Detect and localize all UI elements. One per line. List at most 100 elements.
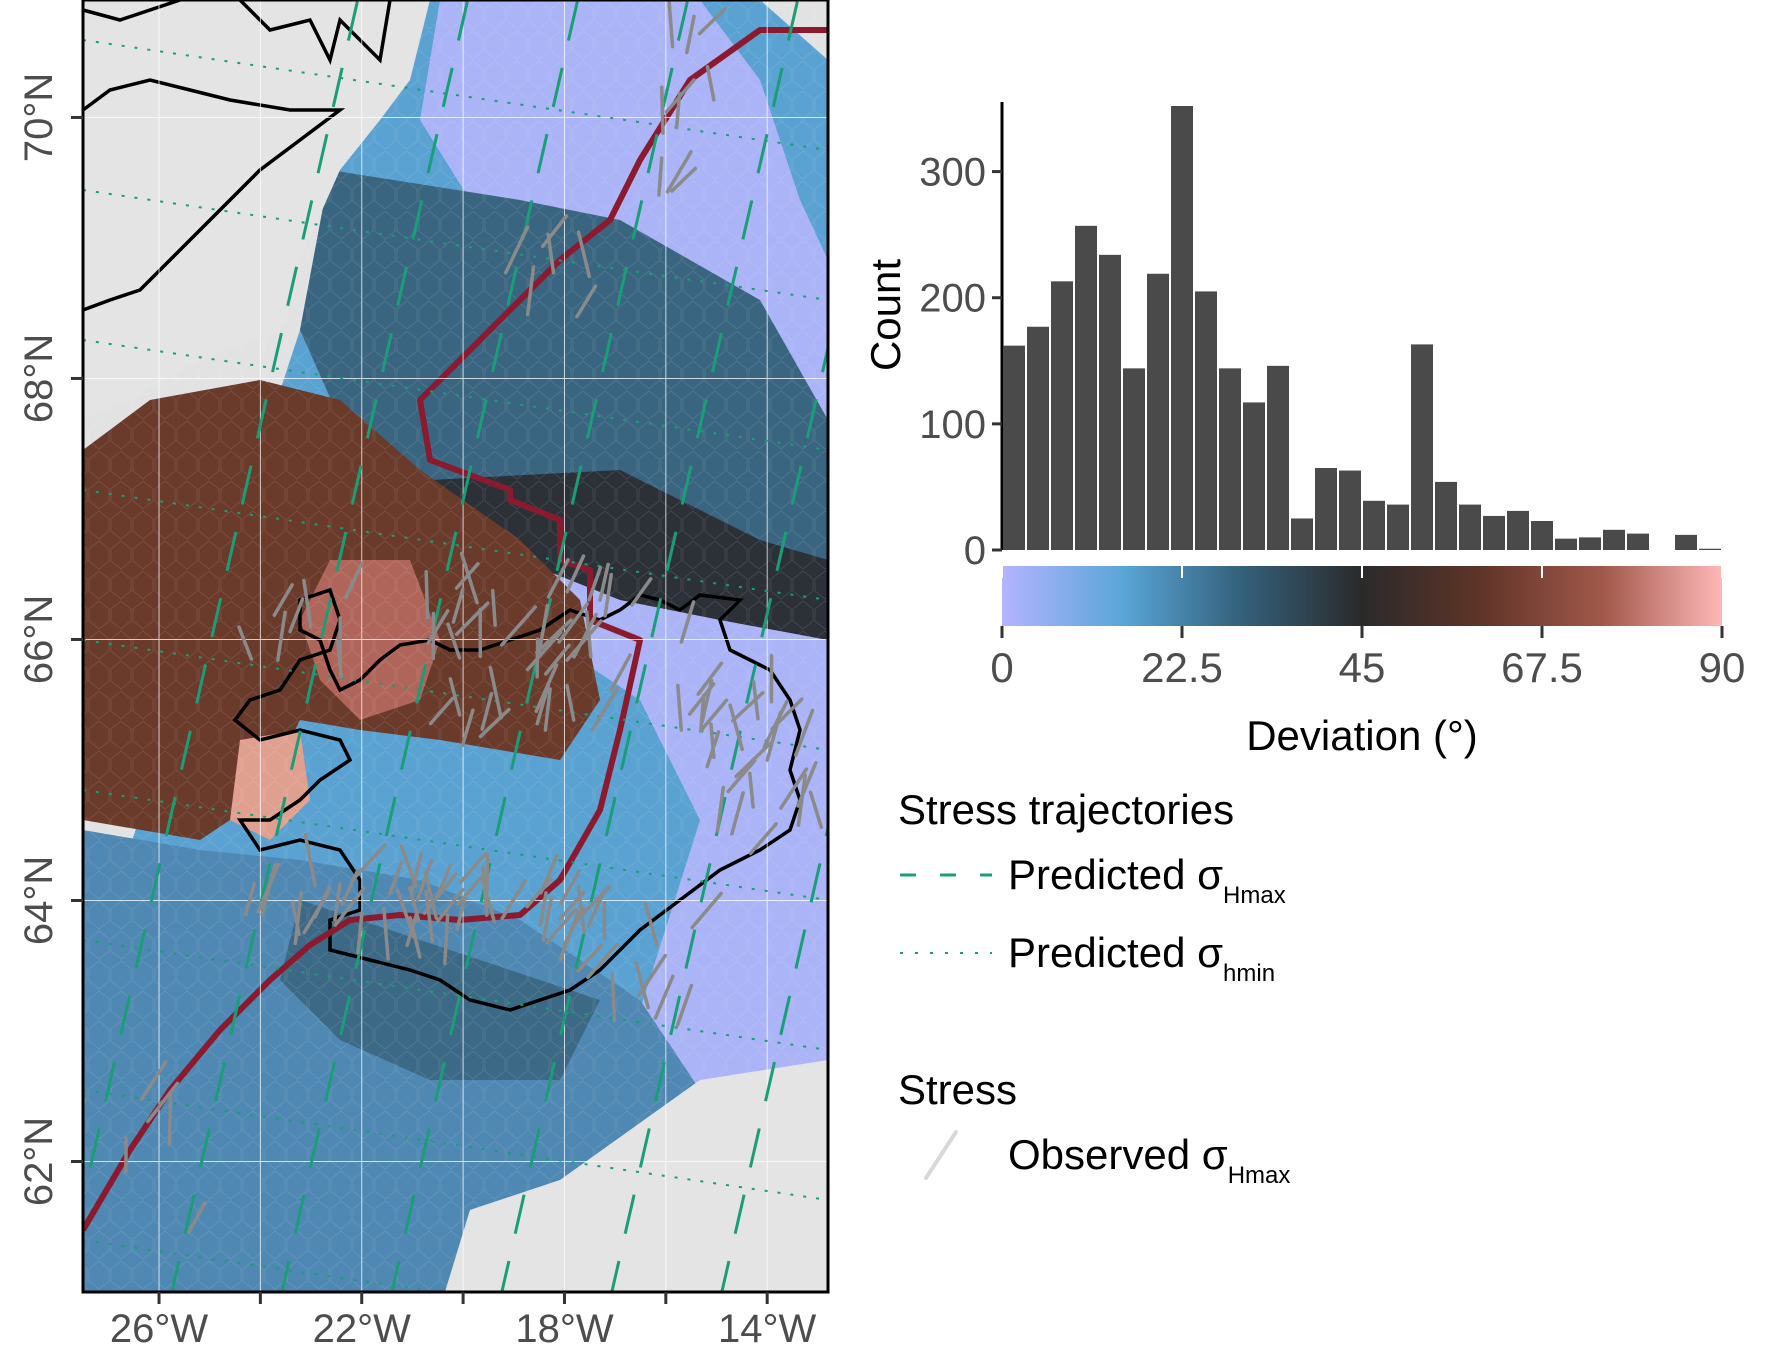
observed-shmax <box>565 619 603 662</box>
observed-shmax <box>670 166 697 193</box>
observed-shmax <box>423 871 439 920</box>
observed-shmax <box>448 677 462 717</box>
observed-shmax <box>543 687 552 732</box>
lat-tick-label: 68°N <box>17 334 61 423</box>
observed-stress-icon <box>924 1130 958 1180</box>
observed-shmax <box>388 860 404 895</box>
observed-shmax <box>575 284 598 319</box>
legend-shmax-subscript: Hmax <box>1223 882 1286 909</box>
observed-shmax <box>139 1060 168 1101</box>
map-axes: 70°N 68°N 66°N 64°N 62°N 26°W 22°W 18°W 14°W <box>17 73 817 1351</box>
observed-shmax <box>540 214 569 249</box>
histogram-bar <box>1099 254 1121 550</box>
histogram-bar <box>1267 365 1289 550</box>
histogram-bar <box>1195 291 1217 550</box>
observed-shmax <box>293 890 303 946</box>
observed-shmax <box>458 851 488 885</box>
greenland-land <box>83 0 430 420</box>
observed-shmax <box>748 822 778 856</box>
histogram-bar <box>1339 470 1361 550</box>
lat-tick-label: 70°N <box>17 73 61 162</box>
legend-observed-label: Observed σ <box>1008 1131 1228 1178</box>
histogram-bar <box>1627 533 1649 550</box>
observed-shmax <box>535 637 540 679</box>
graticule <box>83 0 828 1292</box>
observed-shmax <box>73 1175 80 1223</box>
observed-shmax <box>499 605 537 647</box>
observed-shmax <box>340 870 359 906</box>
observed-shmax <box>543 643 571 676</box>
observed-shmax <box>454 601 490 636</box>
observed-shmax <box>538 891 548 928</box>
colorbar-tick-label: 67.5 <box>1501 644 1583 691</box>
shmax-trajectory <box>83 0 360 1207</box>
dotted-line-icon <box>900 952 992 954</box>
observed-shmax <box>395 888 416 939</box>
histogram-bar <box>1315 468 1337 550</box>
observed-shmax <box>146 1081 180 1124</box>
observed-shmax <box>272 583 294 618</box>
observed-shmax <box>545 907 578 945</box>
deviation-histogram: Count 0 100 200 300 0 22.5 45 67.5 90 Deviation… <box>862 102 1745 759</box>
lat-tick-label: 66°N <box>17 595 61 684</box>
observed-shmax <box>500 878 527 921</box>
observed-shmax <box>748 771 755 809</box>
histogram-axes: 0 100 200 300 <box>919 102 1004 573</box>
observed-shmax <box>256 862 281 914</box>
observed-shmax <box>728 703 744 752</box>
histogram-bar <box>1171 106 1193 550</box>
observed-shmax <box>454 562 480 590</box>
histogram-bar <box>1243 402 1265 550</box>
observed-shmax <box>586 942 619 980</box>
observed-shmax <box>664 78 696 114</box>
observed-shmax <box>535 618 573 655</box>
observed-shmax <box>415 858 434 902</box>
observed-shmax <box>587 565 603 602</box>
histogram-bar <box>1027 326 1049 550</box>
observed-shmax <box>424 889 435 943</box>
iceland-coastline <box>232 587 802 1012</box>
colorbar-tick-label: 0 <box>990 644 1013 691</box>
observed-shmax <box>565 684 576 722</box>
observed-shmax <box>459 551 479 605</box>
observed-shmax <box>428 696 455 726</box>
observed-shmax <box>351 843 387 882</box>
histogram-bar <box>1483 515 1505 550</box>
observed-shmax <box>586 889 606 929</box>
map-frame <box>81 0 830 1294</box>
observed-shmax <box>590 686 620 732</box>
legend: Stress trajectories Predicted σHmax Pred… <box>898 786 1538 1206</box>
observed-shmax <box>653 974 675 1020</box>
shmax-trajectory <box>610 341 828 1292</box>
histogram-bar <box>1123 368 1145 550</box>
observed-shmax <box>793 708 815 757</box>
southeast-land <box>445 1060 828 1292</box>
observed-shmax <box>770 697 804 731</box>
histogram-bar <box>1051 281 1073 550</box>
lon-tick-label: 22°W <box>313 1307 411 1351</box>
histogram-bar <box>1579 537 1601 550</box>
lat-tick-label: 64°N <box>17 856 61 945</box>
observed-shmax <box>71 1093 76 1127</box>
observed-shmax <box>697 7 727 36</box>
histogram-bar <box>1411 344 1433 550</box>
observed-shmax <box>456 875 483 906</box>
observed-shmax <box>685 14 696 55</box>
legend-trajectories-title: Stress trajectories <box>898 786 1235 833</box>
observed-shmax <box>356 911 364 955</box>
observed-shmax <box>446 622 462 660</box>
histogram-bar <box>1219 368 1241 550</box>
observed-shmax <box>609 653 632 692</box>
observed-shmax <box>603 572 613 618</box>
legend-observed-subscript: Hmax <box>1227 1162 1291 1189</box>
histogram-bar <box>1459 504 1481 550</box>
histogram-bar <box>1435 481 1457 550</box>
observed-shmax <box>480 691 494 731</box>
legend-item-predicted-shmin: Predicted σhmin <box>898 928 1275 987</box>
observed-shmax <box>659 85 665 135</box>
histogram-bar <box>1363 500 1385 550</box>
observed-shmax <box>558 869 581 906</box>
observed-shmax <box>344 561 364 600</box>
observed-shmax <box>634 961 650 1010</box>
shmax-trajectory <box>830 0 860 1300</box>
